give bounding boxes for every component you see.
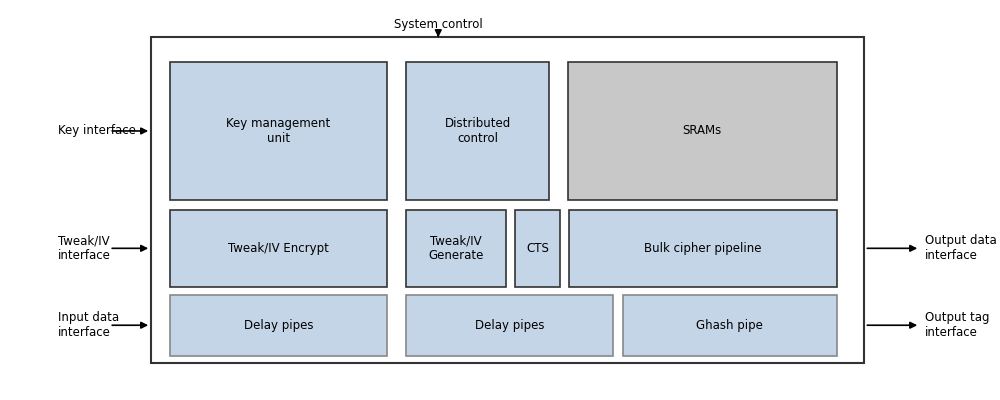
Text: Bulk cipher pipeline: Bulk cipher pipeline [644, 242, 762, 255]
Text: System control: System control [394, 18, 483, 30]
Bar [623, 295, 837, 356]
Bar [406, 62, 549, 200]
Bar [151, 37, 864, 363]
Text: Distributed
control: Distributed control [445, 117, 511, 145]
Text: SRAMs: SRAMs [683, 124, 722, 138]
Bar [406, 210, 506, 287]
Bar [170, 62, 387, 200]
Bar [569, 210, 837, 287]
Bar [568, 62, 837, 200]
Text: Output data
interface: Output data interface [925, 234, 996, 262]
Text: Tweak/IV Encrypt: Tweak/IV Encrypt [228, 242, 329, 255]
Text: Output tag
interface: Output tag interface [925, 311, 989, 339]
Bar [515, 210, 560, 287]
Bar [170, 210, 387, 287]
Text: Ghash pipe: Ghash pipe [696, 319, 763, 332]
Bar [170, 295, 387, 356]
Text: Input data
interface: Input data interface [58, 311, 119, 339]
Text: CTS: CTS [526, 242, 549, 255]
Text: Delay pipes: Delay pipes [475, 319, 544, 332]
Text: Tweak/IV
interface: Tweak/IV interface [58, 234, 111, 262]
Text: Key interface: Key interface [58, 124, 136, 138]
Text: Delay pipes: Delay pipes [244, 319, 313, 332]
Bar [406, 295, 613, 356]
Text: Key management
unit: Key management unit [226, 117, 331, 145]
Text: Tweak/IV
Generate: Tweak/IV Generate [428, 234, 484, 262]
